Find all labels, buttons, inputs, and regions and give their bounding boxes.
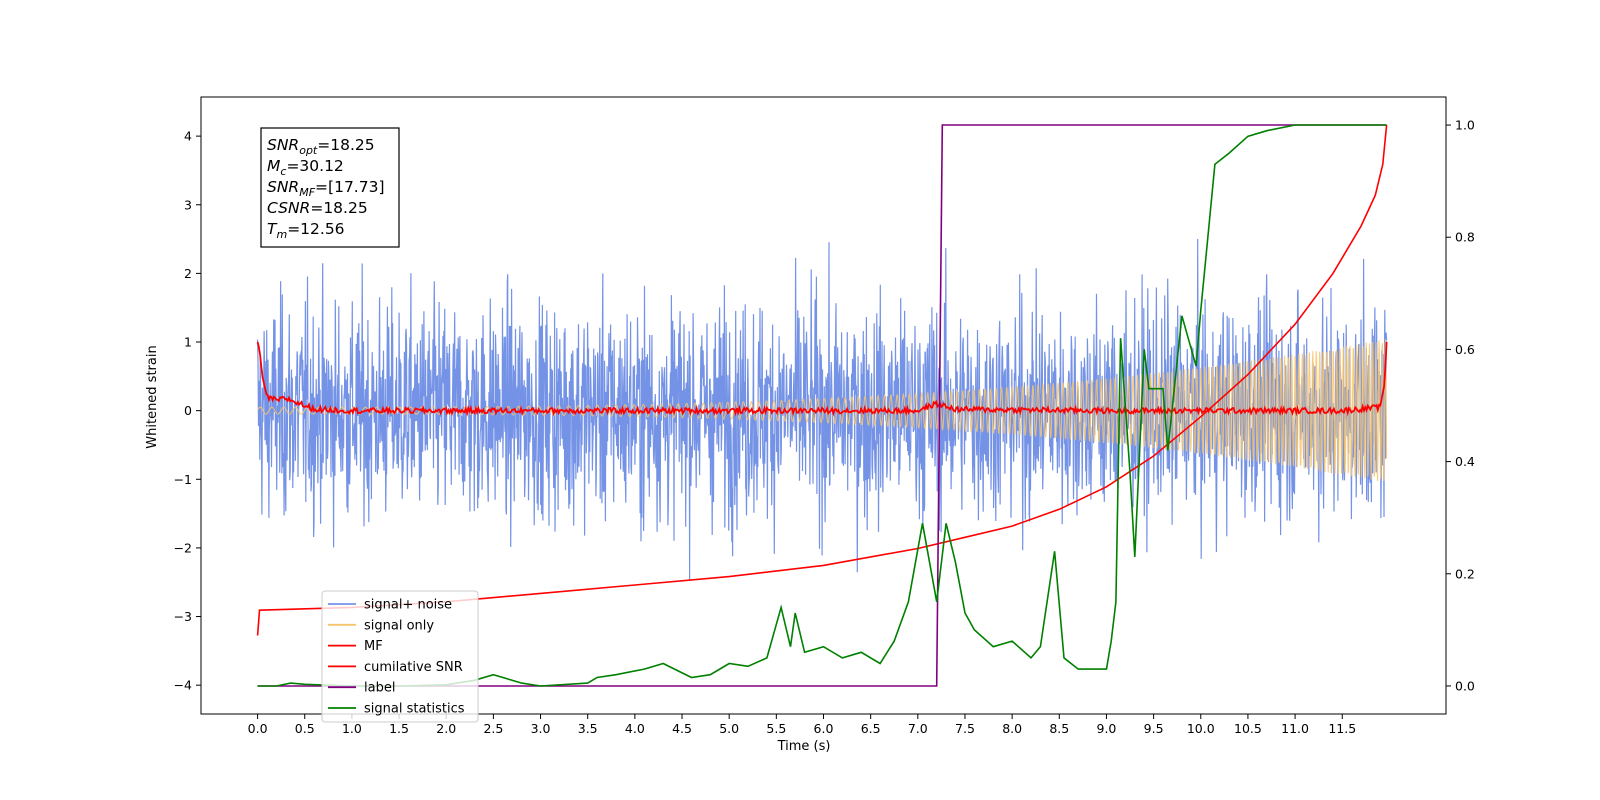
y-tick-label: −1 xyxy=(174,472,192,487)
y2-tick-label: 1.0 xyxy=(1455,118,1475,133)
x-tick-label: 6.5 xyxy=(861,721,881,736)
x-tick-label: 10.5 xyxy=(1234,721,1262,736)
series-signal-statistics xyxy=(257,124,1387,687)
y-tick-label: 3 xyxy=(184,197,192,212)
x-tick-label: 10.0 xyxy=(1187,721,1215,736)
secondary-y-axis-ticks: 0.0 0.2 0.4 0.6 0.8 1.0 xyxy=(1446,118,1475,693)
legend-box xyxy=(321,590,479,723)
y-tick-label: 1 xyxy=(184,335,192,350)
y-axis-label: Whitened strain xyxy=(145,345,160,448)
x-tick-label: 0.0 xyxy=(248,721,268,736)
x-tick-label: 9.5 xyxy=(1144,721,1164,736)
x-axis-ticks: 0.0 0.5 1.0 1.5 2.0 2.5 3.0 3.5 4.0 4.5 5.0 5.5 6.0 6… xyxy=(248,714,1356,736)
plot-area xyxy=(256,124,1388,687)
series-label xyxy=(257,124,1387,687)
legend-label: label xyxy=(364,681,395,696)
x-tick-label: 8.0 xyxy=(1002,721,1022,736)
x-axis-label: Time (s) xyxy=(777,739,831,754)
x-tick-label: 6.0 xyxy=(814,721,834,736)
y2-tick-label: 0.4 xyxy=(1455,454,1475,469)
x-tick-label: 4.0 xyxy=(625,721,645,736)
x-tick-label: 2.0 xyxy=(436,721,456,736)
legend-label: signal+ noise xyxy=(364,598,452,613)
annotation-line: SNRopt=18.25 xyxy=(267,136,375,157)
x-tick-label: 0.5 xyxy=(295,721,315,736)
annotation-line: Tm=12.56 xyxy=(267,220,345,241)
x-tick-label: 3.5 xyxy=(578,721,598,736)
x-tick-label: 7.0 xyxy=(908,721,928,736)
legend-label: cumilative SNR xyxy=(364,660,463,675)
series-cumilative-snr xyxy=(256,124,1388,636)
x-tick-label: 8.5 xyxy=(1049,721,1069,736)
legend-label: signal statistics xyxy=(364,702,465,717)
y-tick-label: 4 xyxy=(184,129,192,144)
x-tick-label: 5.5 xyxy=(766,721,786,736)
y-tick-label: −3 xyxy=(174,609,192,624)
x-tick-label: 9.0 xyxy=(1097,721,1117,736)
legend-label: signal only xyxy=(364,618,434,633)
annotation-line: Mc=30.12 xyxy=(267,157,344,178)
x-tick-label: 3.0 xyxy=(531,721,551,736)
x-tick-label: 2.5 xyxy=(483,721,503,736)
x-tick-label: 5.0 xyxy=(719,721,739,736)
y-tick-label: −4 xyxy=(174,678,192,693)
y-axis-ticks: −4 −3 −2 −1 0 1 2 3 4 xyxy=(174,129,201,693)
annotation-border xyxy=(260,127,400,248)
x-tick-label: 7.5 xyxy=(955,721,975,736)
y2-tick-label: 0.2 xyxy=(1455,566,1475,581)
series-mf xyxy=(256,341,1388,417)
x-tick-label: 1.0 xyxy=(342,721,362,736)
y2-tick-label: 0.0 xyxy=(1455,678,1475,693)
x-tick-label: 11.5 xyxy=(1328,721,1356,736)
x-tick-label: 11.0 xyxy=(1281,721,1309,736)
legend-label: MF xyxy=(364,639,383,654)
y2-tick-label: 0.6 xyxy=(1455,342,1475,357)
x-tick-label: 1.5 xyxy=(389,721,409,736)
y-tick-label: 2 xyxy=(184,266,192,281)
y-tick-label: −2 xyxy=(174,540,192,555)
y2-tick-label: 0.8 xyxy=(1455,230,1475,245)
y-tick-label: 0 xyxy=(184,403,192,418)
x-tick-label: 4.5 xyxy=(672,721,692,736)
legend: signal+ noise signal only MF cumilative SNR… xyxy=(321,590,479,723)
series-signal-noise xyxy=(257,238,1388,580)
stats-annotation-box: SNRopt=18.25Mc=30.12SNRMF=[17.73]CSNR=18… xyxy=(260,127,400,248)
annotation-line: CSNR=18.25 xyxy=(267,199,368,217)
annotation-line: SNRMF=[17.73] xyxy=(267,178,385,199)
